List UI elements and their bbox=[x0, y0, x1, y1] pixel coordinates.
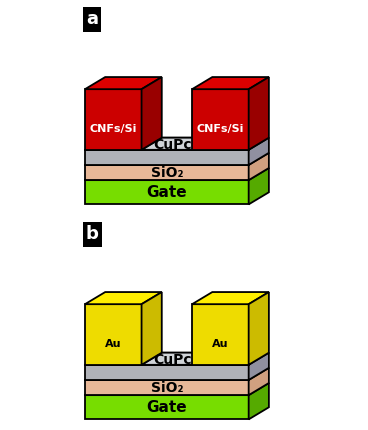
Polygon shape bbox=[142, 77, 162, 150]
Polygon shape bbox=[85, 380, 249, 395]
Polygon shape bbox=[142, 353, 212, 365]
Polygon shape bbox=[85, 304, 142, 365]
Polygon shape bbox=[85, 77, 162, 89]
Polygon shape bbox=[85, 89, 142, 150]
Polygon shape bbox=[85, 368, 269, 380]
Polygon shape bbox=[85, 150, 249, 165]
Polygon shape bbox=[142, 138, 212, 150]
Text: Gate: Gate bbox=[146, 400, 187, 415]
Polygon shape bbox=[85, 165, 249, 180]
Polygon shape bbox=[85, 168, 269, 180]
Polygon shape bbox=[192, 77, 269, 89]
Text: CNFs/Si: CNFs/Si bbox=[197, 123, 244, 134]
Polygon shape bbox=[85, 395, 249, 419]
Polygon shape bbox=[192, 292, 269, 304]
Polygon shape bbox=[192, 304, 249, 365]
Text: b: b bbox=[86, 225, 99, 243]
Text: CNFs/Si: CNFs/Si bbox=[89, 123, 137, 134]
Polygon shape bbox=[192, 89, 249, 150]
Polygon shape bbox=[249, 168, 269, 204]
Polygon shape bbox=[85, 180, 249, 204]
Polygon shape bbox=[249, 153, 269, 180]
Text: CuPc: CuPc bbox=[153, 353, 192, 367]
Text: a: a bbox=[86, 10, 98, 28]
Polygon shape bbox=[249, 383, 269, 419]
Text: Gate: Gate bbox=[146, 185, 187, 200]
Text: CuPc: CuPc bbox=[153, 138, 192, 152]
Polygon shape bbox=[142, 292, 162, 365]
Text: SiO₂: SiO₂ bbox=[151, 381, 183, 395]
Polygon shape bbox=[249, 292, 269, 365]
Text: Au: Au bbox=[105, 338, 121, 349]
Polygon shape bbox=[249, 368, 269, 395]
Polygon shape bbox=[85, 383, 269, 395]
Polygon shape bbox=[249, 353, 269, 380]
Polygon shape bbox=[85, 138, 269, 150]
Text: Au: Au bbox=[212, 338, 229, 349]
Polygon shape bbox=[249, 138, 269, 165]
Polygon shape bbox=[85, 353, 269, 365]
Polygon shape bbox=[249, 77, 269, 150]
Polygon shape bbox=[85, 153, 269, 165]
Polygon shape bbox=[85, 292, 162, 304]
Polygon shape bbox=[85, 365, 249, 380]
Text: SiO₂: SiO₂ bbox=[151, 166, 183, 180]
